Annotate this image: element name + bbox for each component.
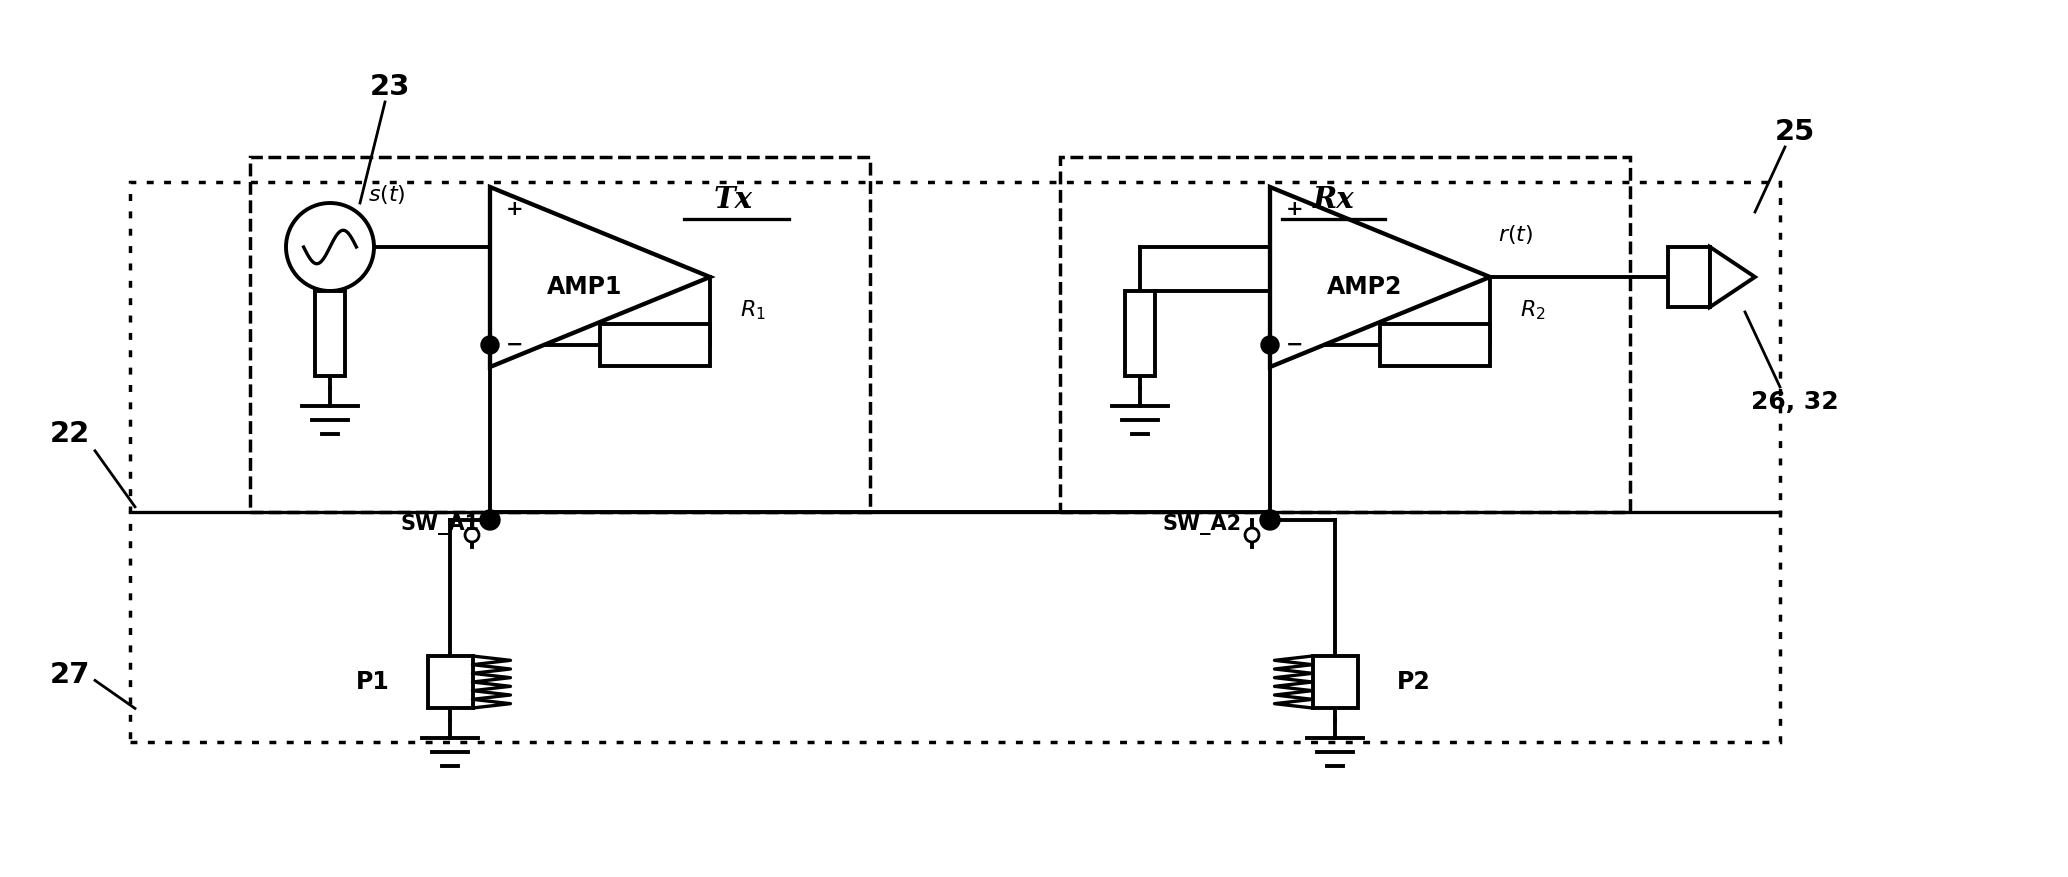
Text: AMP2: AMP2 — [1328, 275, 1402, 299]
Text: 25: 25 — [1774, 118, 1816, 146]
Text: −: − — [507, 335, 523, 355]
Text: 22: 22 — [50, 420, 91, 448]
Polygon shape — [1270, 187, 1491, 367]
Text: Tx: Tx — [713, 184, 753, 213]
Circle shape — [480, 510, 500, 530]
Circle shape — [285, 203, 374, 291]
Circle shape — [1259, 510, 1280, 530]
Text: +: + — [507, 199, 523, 219]
Text: $s(t)$: $s(t)$ — [368, 183, 405, 206]
Circle shape — [482, 336, 498, 354]
Bar — [1379, 324, 1491, 366]
Bar — [428, 656, 472, 708]
Bar — [250, 157, 871, 512]
Bar — [1669, 247, 1710, 307]
Text: $R_2$: $R_2$ — [1520, 298, 1545, 322]
Circle shape — [465, 528, 480, 542]
Text: $r(t)$: $r(t)$ — [1497, 224, 1532, 246]
Text: Rx: Rx — [1313, 184, 1355, 213]
Bar — [1061, 157, 1630, 512]
Text: +: + — [1286, 199, 1303, 219]
Text: −: − — [1286, 335, 1303, 355]
Text: SW_A2: SW_A2 — [1162, 514, 1243, 535]
Circle shape — [1261, 336, 1278, 354]
Bar — [314, 291, 345, 376]
Text: $R_1$: $R_1$ — [740, 298, 765, 322]
Polygon shape — [490, 187, 709, 367]
Text: 23: 23 — [370, 73, 409, 101]
Bar — [1313, 656, 1357, 708]
Bar — [1125, 291, 1156, 376]
Text: 27: 27 — [50, 660, 91, 688]
Polygon shape — [1710, 247, 1756, 307]
Bar — [130, 182, 1781, 742]
Text: 26, 32: 26, 32 — [1752, 390, 1838, 414]
Circle shape — [1245, 528, 1259, 542]
Bar — [600, 324, 709, 366]
Text: SW_A1: SW_A1 — [401, 514, 480, 535]
Text: P2: P2 — [1398, 670, 1431, 694]
Text: P1: P1 — [356, 670, 391, 694]
Text: AMP1: AMP1 — [548, 275, 622, 299]
